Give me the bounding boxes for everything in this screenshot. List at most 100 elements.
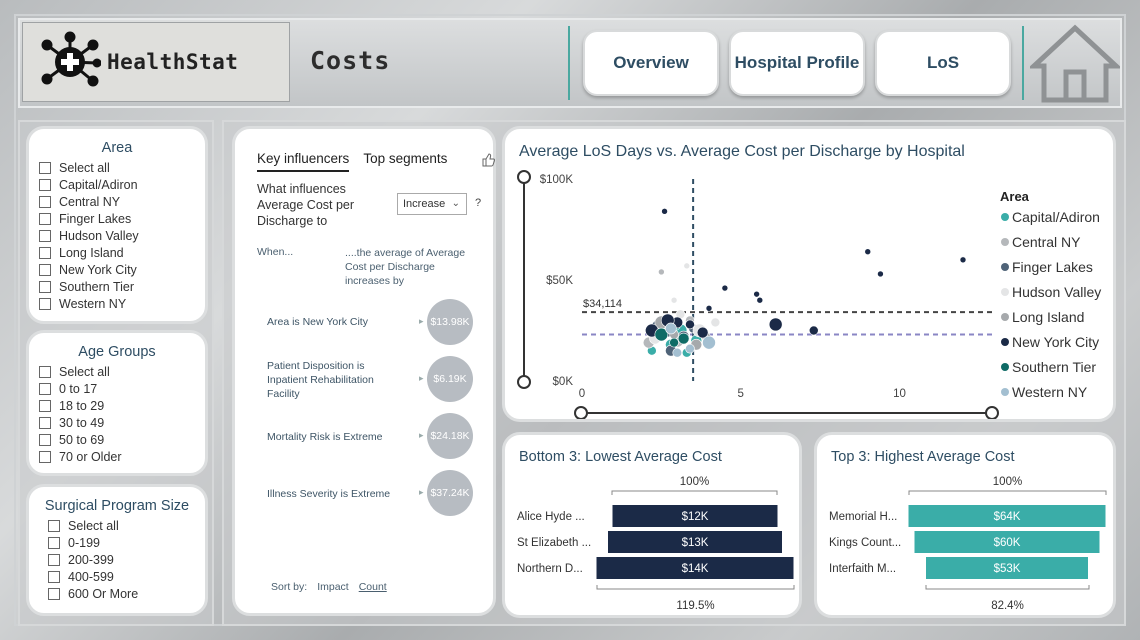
- checkbox[interactable]: [48, 553, 60, 566]
- checkbox[interactable]: [48, 519, 60, 532]
- slicer-option-label: Southern Tier: [59, 279, 135, 294]
- checkbox[interactable]: [39, 399, 51, 412]
- legend-item: Southern Tier: [1012, 359, 1096, 375]
- checkbox[interactable]: [39, 178, 51, 191]
- slicer-option[interactable]: 600 Or More: [48, 585, 205, 602]
- checkbox[interactable]: [39, 450, 51, 463]
- checkbox[interactable]: [48, 536, 60, 549]
- legend-marker: [1001, 213, 1009, 221]
- influencer-label: Area is New York City: [267, 316, 368, 328]
- slicer-option[interactable]: Central NY: [39, 193, 205, 210]
- checkbox[interactable]: [39, 263, 51, 276]
- data-point: [696, 326, 709, 339]
- slicer-option[interactable]: Long Island: [39, 244, 205, 261]
- funnel-bracket: [611, 490, 778, 495]
- slicer-option-label: 400-599: [68, 569, 114, 584]
- slicer-option-label: Finger Lakes: [59, 211, 132, 226]
- checkbox[interactable]: [39, 297, 51, 310]
- nav-los-button[interactable]: LoS: [875, 30, 1011, 96]
- legend-title: Area: [1000, 189, 1030, 204]
- checkbox[interactable]: [39, 280, 51, 293]
- influencer-row[interactable]: Patient Disposition is Inpatient Rehabil…: [257, 356, 477, 402]
- data-point: [672, 347, 683, 358]
- nav-overview-button[interactable]: Overview: [583, 30, 719, 96]
- home-icon[interactable]: [1030, 24, 1120, 104]
- caret-right-icon: ▸: [419, 373, 424, 383]
- slider-handle: [574, 406, 588, 419]
- slicer-option-label: 70 or Older: [59, 449, 122, 464]
- checkbox[interactable]: [39, 416, 51, 429]
- sort-count-option[interactable]: Count: [358, 581, 387, 593]
- slider-handle: [517, 375, 531, 389]
- checkbox[interactable]: [39, 433, 51, 446]
- slicer-option[interactable]: 400-599: [48, 568, 205, 585]
- slicer-option[interactable]: 18 to 29: [39, 397, 205, 414]
- checkbox[interactable]: [48, 587, 60, 600]
- influencer-row[interactable]: Area is New York City ▸ $13.98K: [257, 299, 477, 345]
- page-title: Costs: [310, 46, 391, 75]
- scatter-card: Average LoS Days vs. Average Cost per Di…: [502, 126, 1116, 422]
- direction-dropdown[interactable]: Increase ⌄: [397, 193, 467, 215]
- funnel-bottom-label: 82.4%: [991, 600, 1024, 612]
- caret-right-icon: ▸: [419, 430, 424, 440]
- checkbox[interactable]: [39, 229, 51, 242]
- direction-dropdown-value: Increase: [403, 198, 446, 210]
- slicer-option[interactable]: 30 to 49: [39, 414, 205, 431]
- x-tick-label: 10: [893, 388, 906, 400]
- slicer-option[interactable]: Capital/Adiron: [39, 176, 205, 193]
- data-point: [710, 317, 721, 328]
- data-point: [721, 284, 729, 292]
- checkbox[interactable]: [39, 382, 51, 395]
- help-icon[interactable]: ?: [475, 197, 482, 209]
- slicer-option[interactable]: 200-399: [48, 551, 205, 568]
- influencer-row[interactable]: Illness Severity is Extreme ▸ $37.24K: [257, 470, 477, 516]
- y-tick-label: $0K: [553, 376, 574, 388]
- slicer-option[interactable]: 70 or Older: [39, 448, 205, 465]
- key-influencers-card: Key influencers Top segments What influe…: [232, 126, 496, 616]
- slicer-option[interactable]: New York City: [39, 261, 205, 278]
- slicer-option[interactable]: Finger Lakes: [39, 210, 205, 227]
- scatter-plot[interactable]: $100K $50K $0K 0 5 10 $34,114 Area Capital/Adiro…: [505, 129, 1113, 419]
- slicer-option[interactable]: Southern Tier: [39, 278, 205, 295]
- legend-marker: [1001, 338, 1009, 346]
- funnel-bar: [596, 557, 794, 579]
- when-label: When...: [257, 246, 294, 258]
- slicer-option[interactable]: 0-199: [48, 534, 205, 551]
- influencer-row[interactable]: Mortality Risk is Extreme ▸ $24.18K: [257, 413, 477, 459]
- x-tick-label: 5: [738, 388, 744, 400]
- data-point: [661, 208, 668, 215]
- checkbox[interactable]: [39, 246, 51, 259]
- funnel-bar-value: $64K: [994, 511, 1021, 523]
- data-point: [768, 317, 783, 332]
- age-slicer: Age Groups Select all 0 to 17 18 to 29 30 t…: [26, 330, 208, 476]
- slicer-option-label: Select all: [59, 160, 110, 175]
- sort-impact-option[interactable]: Impact: [317, 581, 349, 593]
- checkbox[interactable]: [39, 212, 51, 225]
- checkbox[interactable]: [39, 365, 51, 378]
- funnel-bar: [914, 531, 1100, 553]
- thumbs-up-icon[interactable]: [481, 153, 495, 167]
- checkbox[interactable]: [39, 161, 51, 174]
- slicer-option[interactable]: Select all: [48, 517, 205, 534]
- legend-item: New York City: [1012, 334, 1099, 350]
- divider: [1022, 26, 1024, 100]
- funnel-bracket: [596, 585, 795, 590]
- age-slicer-title: Age Groups: [78, 344, 156, 360]
- nav-hospital-profile-button[interactable]: Hospital Profile: [729, 30, 865, 96]
- slicer-option[interactable]: Western NY: [39, 295, 205, 312]
- data-point: [677, 332, 690, 345]
- slicer-option[interactable]: 0 to 17: [39, 380, 205, 397]
- legend-marker: [1001, 263, 1009, 271]
- slicer-option[interactable]: Select all: [39, 159, 205, 176]
- tab-top-segments[interactable]: Top segments: [363, 151, 448, 166]
- checkbox[interactable]: [48, 570, 60, 583]
- slicer-option[interactable]: 50 to 69: [39, 431, 205, 448]
- tab-key-influencers[interactable]: Key influencers: [257, 151, 350, 172]
- checkbox[interactable]: [39, 195, 51, 208]
- funnel-bar-value: $13K: [682, 537, 709, 549]
- top3-funnel[interactable]: 100% Memorial H... $64K Kings Count... $60K I…: [817, 435, 1113, 615]
- bottom3-funnel[interactable]: 100% Alice Hyde ... $12K St Elizabeth ... $1…: [505, 435, 799, 615]
- slicer-option[interactable]: Select all: [39, 363, 205, 380]
- legend-marker: [1001, 388, 1009, 396]
- slicer-option[interactable]: Hudson Valley: [39, 227, 205, 244]
